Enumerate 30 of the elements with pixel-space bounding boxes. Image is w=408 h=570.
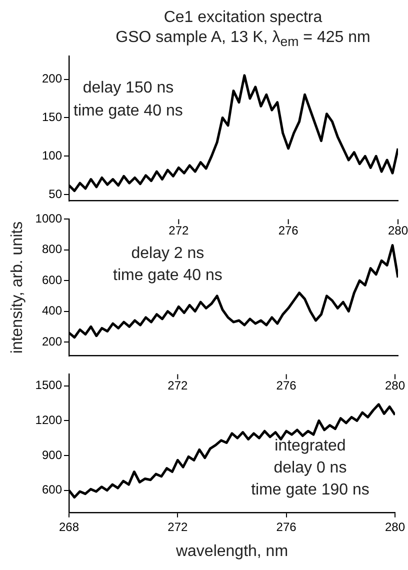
y-axis-title: intensity, arb. units [9, 221, 26, 354]
chart-title: Ce1 excitation spectra [162, 8, 324, 28]
x2-tick-label: 280 [388, 224, 408, 238]
x2-tick-label: 276 [278, 224, 299, 238]
x-tick-label: 268 [58, 520, 80, 534]
annotation: delay 150 ns time gate 40 ns [74, 79, 183, 120]
y-tick-label: 1000 [35, 212, 62, 226]
y-tick-label: 1200 [35, 412, 62, 427]
y-tick-label: 600 [42, 272, 62, 287]
x-tick-label: 280 [384, 520, 406, 534]
y-tick-label: 150 [42, 110, 62, 124]
y-tick-label: 200 [42, 72, 62, 86]
x2-tick-label: 272 [168, 224, 189, 238]
x-tick-label: 272 [168, 520, 188, 534]
y-tick-label: 50 [48, 186, 62, 201]
x2-tick-label: 272 [168, 378, 188, 393]
y-tick-label: 600 [42, 482, 62, 497]
y-tick-label: 1500 [35, 378, 62, 392]
annotation: integrated delay 0 ns time gate 190 ns [251, 437, 370, 498]
y-tick-label: 900 [42, 448, 62, 462]
x-tick-label: 276 [276, 520, 297, 534]
x-axis-title: wavelength, nm [174, 542, 288, 560]
y-tick-label: 800 [42, 242, 62, 256]
annotation: delay 2 ns time gate 40 ns [112, 244, 222, 284]
y-tick-label: 400 [42, 304, 62, 318]
x2-tick-label: 280 [384, 378, 406, 393]
chart-subtitle: GSO sample A, 13 K, λ$_{em}$ = 425 nm [114, 28, 372, 52]
y-tick-label: 200 [42, 334, 62, 348]
y-tick-label: 100 [42, 148, 62, 162]
x2-tick-label: 276 [276, 378, 297, 393]
